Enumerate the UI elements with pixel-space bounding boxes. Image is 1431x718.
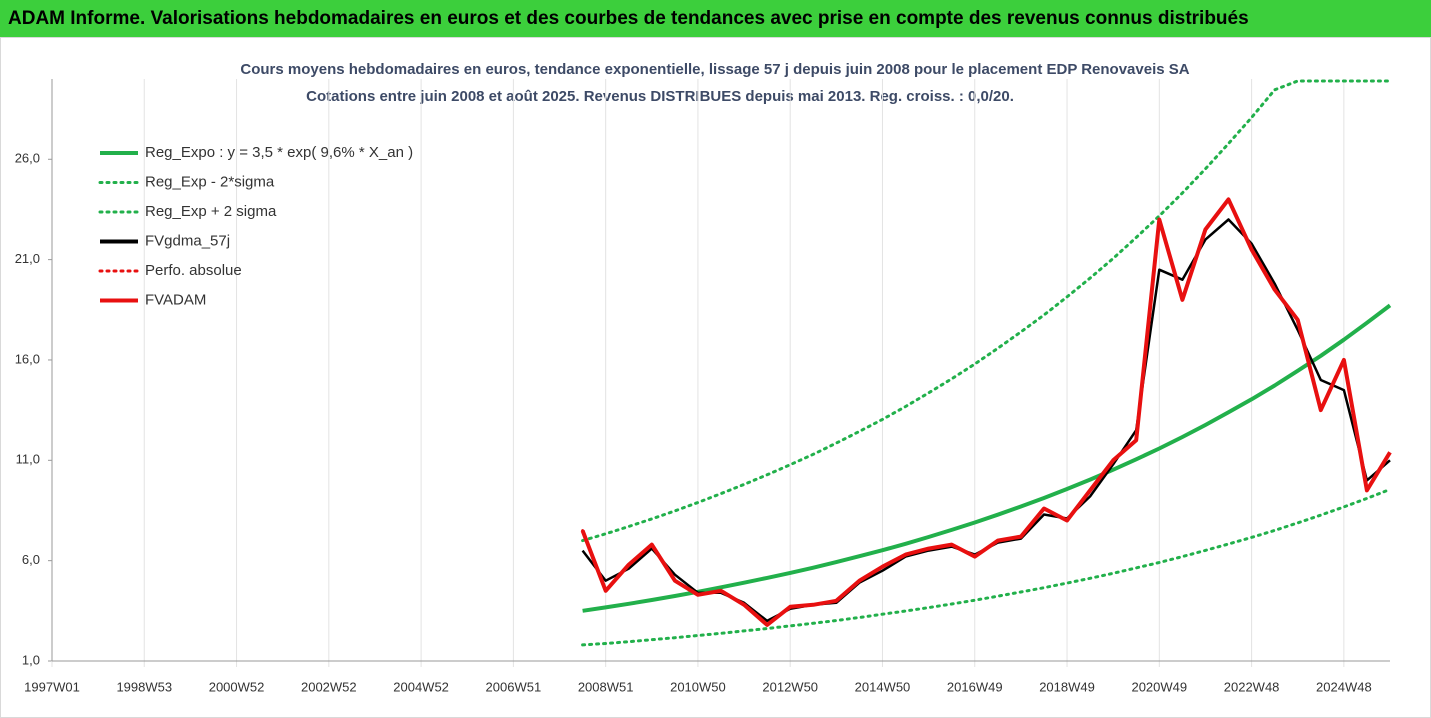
x-tick-label: 2022W48 [1224, 679, 1280, 694]
chart-subtitle: Cotations entre juin 2008 et août 2025. … [306, 88, 1014, 105]
y-tick-label: 16,0 [15, 351, 40, 366]
chart: Cours moyens hebdomadaires en euros, ten… [0, 37, 1431, 718]
x-tick-label: 1997W01 [24, 679, 80, 694]
x-tick-label: 2018W49 [1039, 679, 1095, 694]
legend-label: FVgdma_57j [145, 232, 230, 249]
y-tick-label: 11,0 [16, 452, 40, 467]
series-line [582, 303, 1392, 613]
x-tick-label: 2024W48 [1316, 679, 1372, 694]
x-tick-label: 2014W50 [855, 679, 911, 694]
x-tick-label: 2008W51 [578, 679, 634, 694]
legend-label: Reg_Exp + 2 sigma [145, 203, 277, 220]
series-line [581, 487, 1392, 647]
x-tick-label: 2020W49 [1131, 679, 1187, 694]
series-line [581, 79, 1392, 543]
x-tick-label: 2016W49 [947, 679, 1003, 694]
y-tick-label: 6,0 [22, 552, 40, 567]
x-tick-label: 2012W50 [762, 679, 818, 694]
legend-label: Reg_Expo : y = 3,5 * exp( 9,6% * X_an ) [145, 144, 413, 161]
x-tick-label: 2006W51 [486, 679, 542, 694]
y-tick-label: 21,0 [15, 251, 40, 266]
legend-label: FVADAM [145, 291, 206, 308]
chart-frame [0, 37, 1431, 718]
series-line [580, 197, 1392, 627]
x-tick-label: 2002W52 [301, 679, 357, 694]
y-tick-label: 26,0 [15, 151, 40, 166]
x-tick-label: 1998W53 [116, 679, 172, 694]
x-tick-label: 2004W52 [393, 679, 449, 694]
header: ADAM Informe. Valorisations hebdomadaire… [0, 0, 1431, 37]
x-tick-label: 2010W50 [670, 679, 726, 694]
legend-label: Perfo. absolue [145, 262, 242, 279]
x-tick-label: 2000W52 [209, 679, 265, 694]
chart-title: Cours moyens hebdomadaires en euros, ten… [240, 61, 1189, 78]
legend-label: Reg_Exp - 2*sigma [145, 173, 275, 190]
y-tick-label: 1,0 [22, 652, 40, 667]
